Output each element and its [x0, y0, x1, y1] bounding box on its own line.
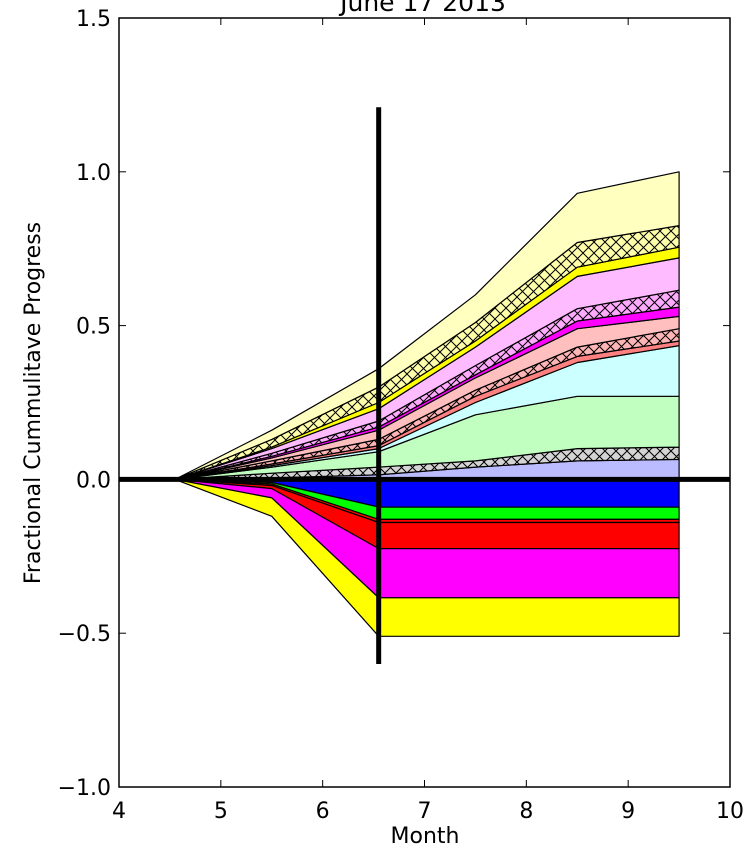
axis-ticks: 4 5 6 7 8 9 10 −1.0 −0.5 0.0 0.5 1.0 1.5 — [58, 7, 744, 824]
x-axis-label: Month — [391, 824, 460, 849]
area-fills — [174, 171, 680, 637]
y-tick-label: 0.5 — [76, 315, 111, 340]
x-tick-label: 5 — [214, 799, 228, 824]
positive-area-band-6-hatch — [175, 328, 680, 480]
positive-area-band-12-hatch — [175, 225, 680, 480]
y-tick-label: −0.5 — [58, 622, 111, 647]
y-tick-label: 1.5 — [76, 7, 111, 32]
y-tick-label: 0.0 — [76, 468, 111, 493]
positive-area-band-9-hatch — [175, 290, 680, 480]
y-tick-label: 1.0 — [76, 161, 111, 186]
negative-area-band-6 — [174, 478, 680, 637]
y-axis-label: Fractional Cummulitave Progress — [21, 222, 46, 584]
x-tick-label: 9 — [621, 799, 635, 824]
y-tick-label: −1.0 — [58, 776, 111, 801]
x-tick-label: 6 — [316, 799, 330, 824]
x-tick-label: 10 — [716, 799, 744, 824]
positive-area-band-13 — [174, 171, 680, 480]
reference-lines — [119, 107, 730, 664]
positive-area-band-2-hatch — [175, 447, 680, 480]
x-tick-label: 7 — [418, 799, 432, 824]
chart-title: June 17 2013 — [338, 0, 506, 17]
x-tick-label: 4 — [112, 799, 126, 824]
x-tick-label: 8 — [519, 799, 533, 824]
